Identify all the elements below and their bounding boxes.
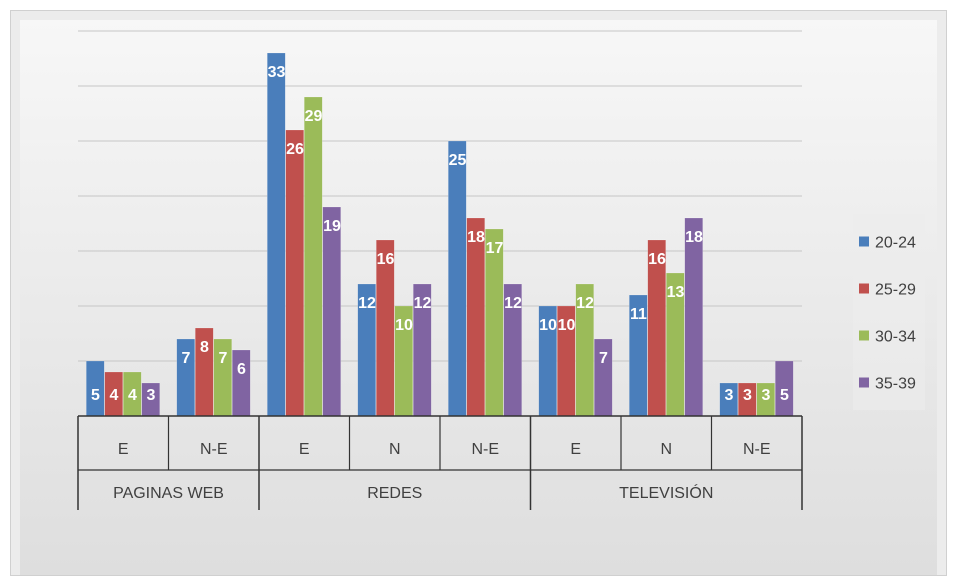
bar <box>267 52 286 417</box>
data-label: 16 <box>648 251 666 268</box>
category-tick-label: N-E <box>743 441 771 458</box>
bar <box>322 206 341 417</box>
data-label: 3 <box>725 387 734 404</box>
data-label: 18 <box>467 229 485 246</box>
data-labels: 5733122510113482616181016347291017121333… <box>91 64 789 404</box>
legend-entry: 30-34 <box>875 329 916 346</box>
bar <box>304 96 323 417</box>
legend-entry: 35-39 <box>875 376 916 393</box>
bar <box>466 217 485 417</box>
data-label: 5 <box>91 387 100 404</box>
group-label: PAGINAS WEB <box>113 485 224 502</box>
bars <box>86 52 794 417</box>
data-label: 4 <box>110 387 119 404</box>
data-label: 11 <box>630 306 647 323</box>
data-label: 3 <box>743 387 752 404</box>
data-label: 33 <box>268 64 286 81</box>
category-tick-label: E <box>118 441 129 458</box>
bar <box>448 140 467 417</box>
data-label: 3 <box>147 387 156 404</box>
group-label: TELEVISIÓN <box>619 483 713 502</box>
data-label: 17 <box>486 240 504 257</box>
data-label: 8 <box>200 339 209 356</box>
data-label: 10 <box>558 317 576 334</box>
legend: 20-24 25-29 30-34 35-39 <box>853 214 925 410</box>
category-tick-label: N-E <box>200 441 228 458</box>
legend-entry: 25-29 <box>875 282 916 299</box>
bar <box>485 228 504 417</box>
legend-swatch <box>859 377 869 388</box>
category-tick-label: E <box>299 441 310 458</box>
bar <box>285 129 304 417</box>
data-label: 7 <box>599 350 608 367</box>
category-tick-label: N <box>660 441 672 458</box>
bar <box>232 349 251 417</box>
data-label: 12 <box>414 295 432 312</box>
data-label: 12 <box>576 295 594 312</box>
legend-swatch <box>859 330 869 341</box>
category-tick-label: N <box>389 441 401 458</box>
bar <box>684 217 703 417</box>
data-label: 13 <box>667 284 685 301</box>
legend-entry: 20-24 <box>875 235 916 252</box>
data-label: 3 <box>762 387 771 404</box>
data-label: 16 <box>377 251 395 268</box>
data-label: 12 <box>504 295 522 312</box>
group-label: REDES <box>367 485 422 502</box>
data-label: 10 <box>395 317 413 334</box>
data-label: 10 <box>539 317 557 334</box>
data-label: 5 <box>780 387 789 404</box>
category-axis: E N-E PAGINAS WEB E N N-E REDES E N N-E TELEVISIÓN <box>77 415 803 510</box>
data-label: 19 <box>323 218 341 235</box>
category-tick-label: E <box>570 441 581 458</box>
legend-swatch <box>859 236 869 247</box>
legend-box <box>853 214 925 410</box>
data-label: 6 <box>237 361 246 378</box>
data-label: 26 <box>286 141 304 158</box>
data-label: 7 <box>219 350 228 367</box>
data-label: 29 <box>305 108 323 125</box>
data-label: 4 <box>128 387 137 404</box>
legend-swatch <box>859 283 869 294</box>
category-tick-label: N-E <box>471 441 499 458</box>
data-label: 18 <box>685 229 703 246</box>
data-label: 12 <box>358 295 376 312</box>
data-label: 25 <box>449 152 467 169</box>
data-label: 7 <box>182 350 191 367</box>
